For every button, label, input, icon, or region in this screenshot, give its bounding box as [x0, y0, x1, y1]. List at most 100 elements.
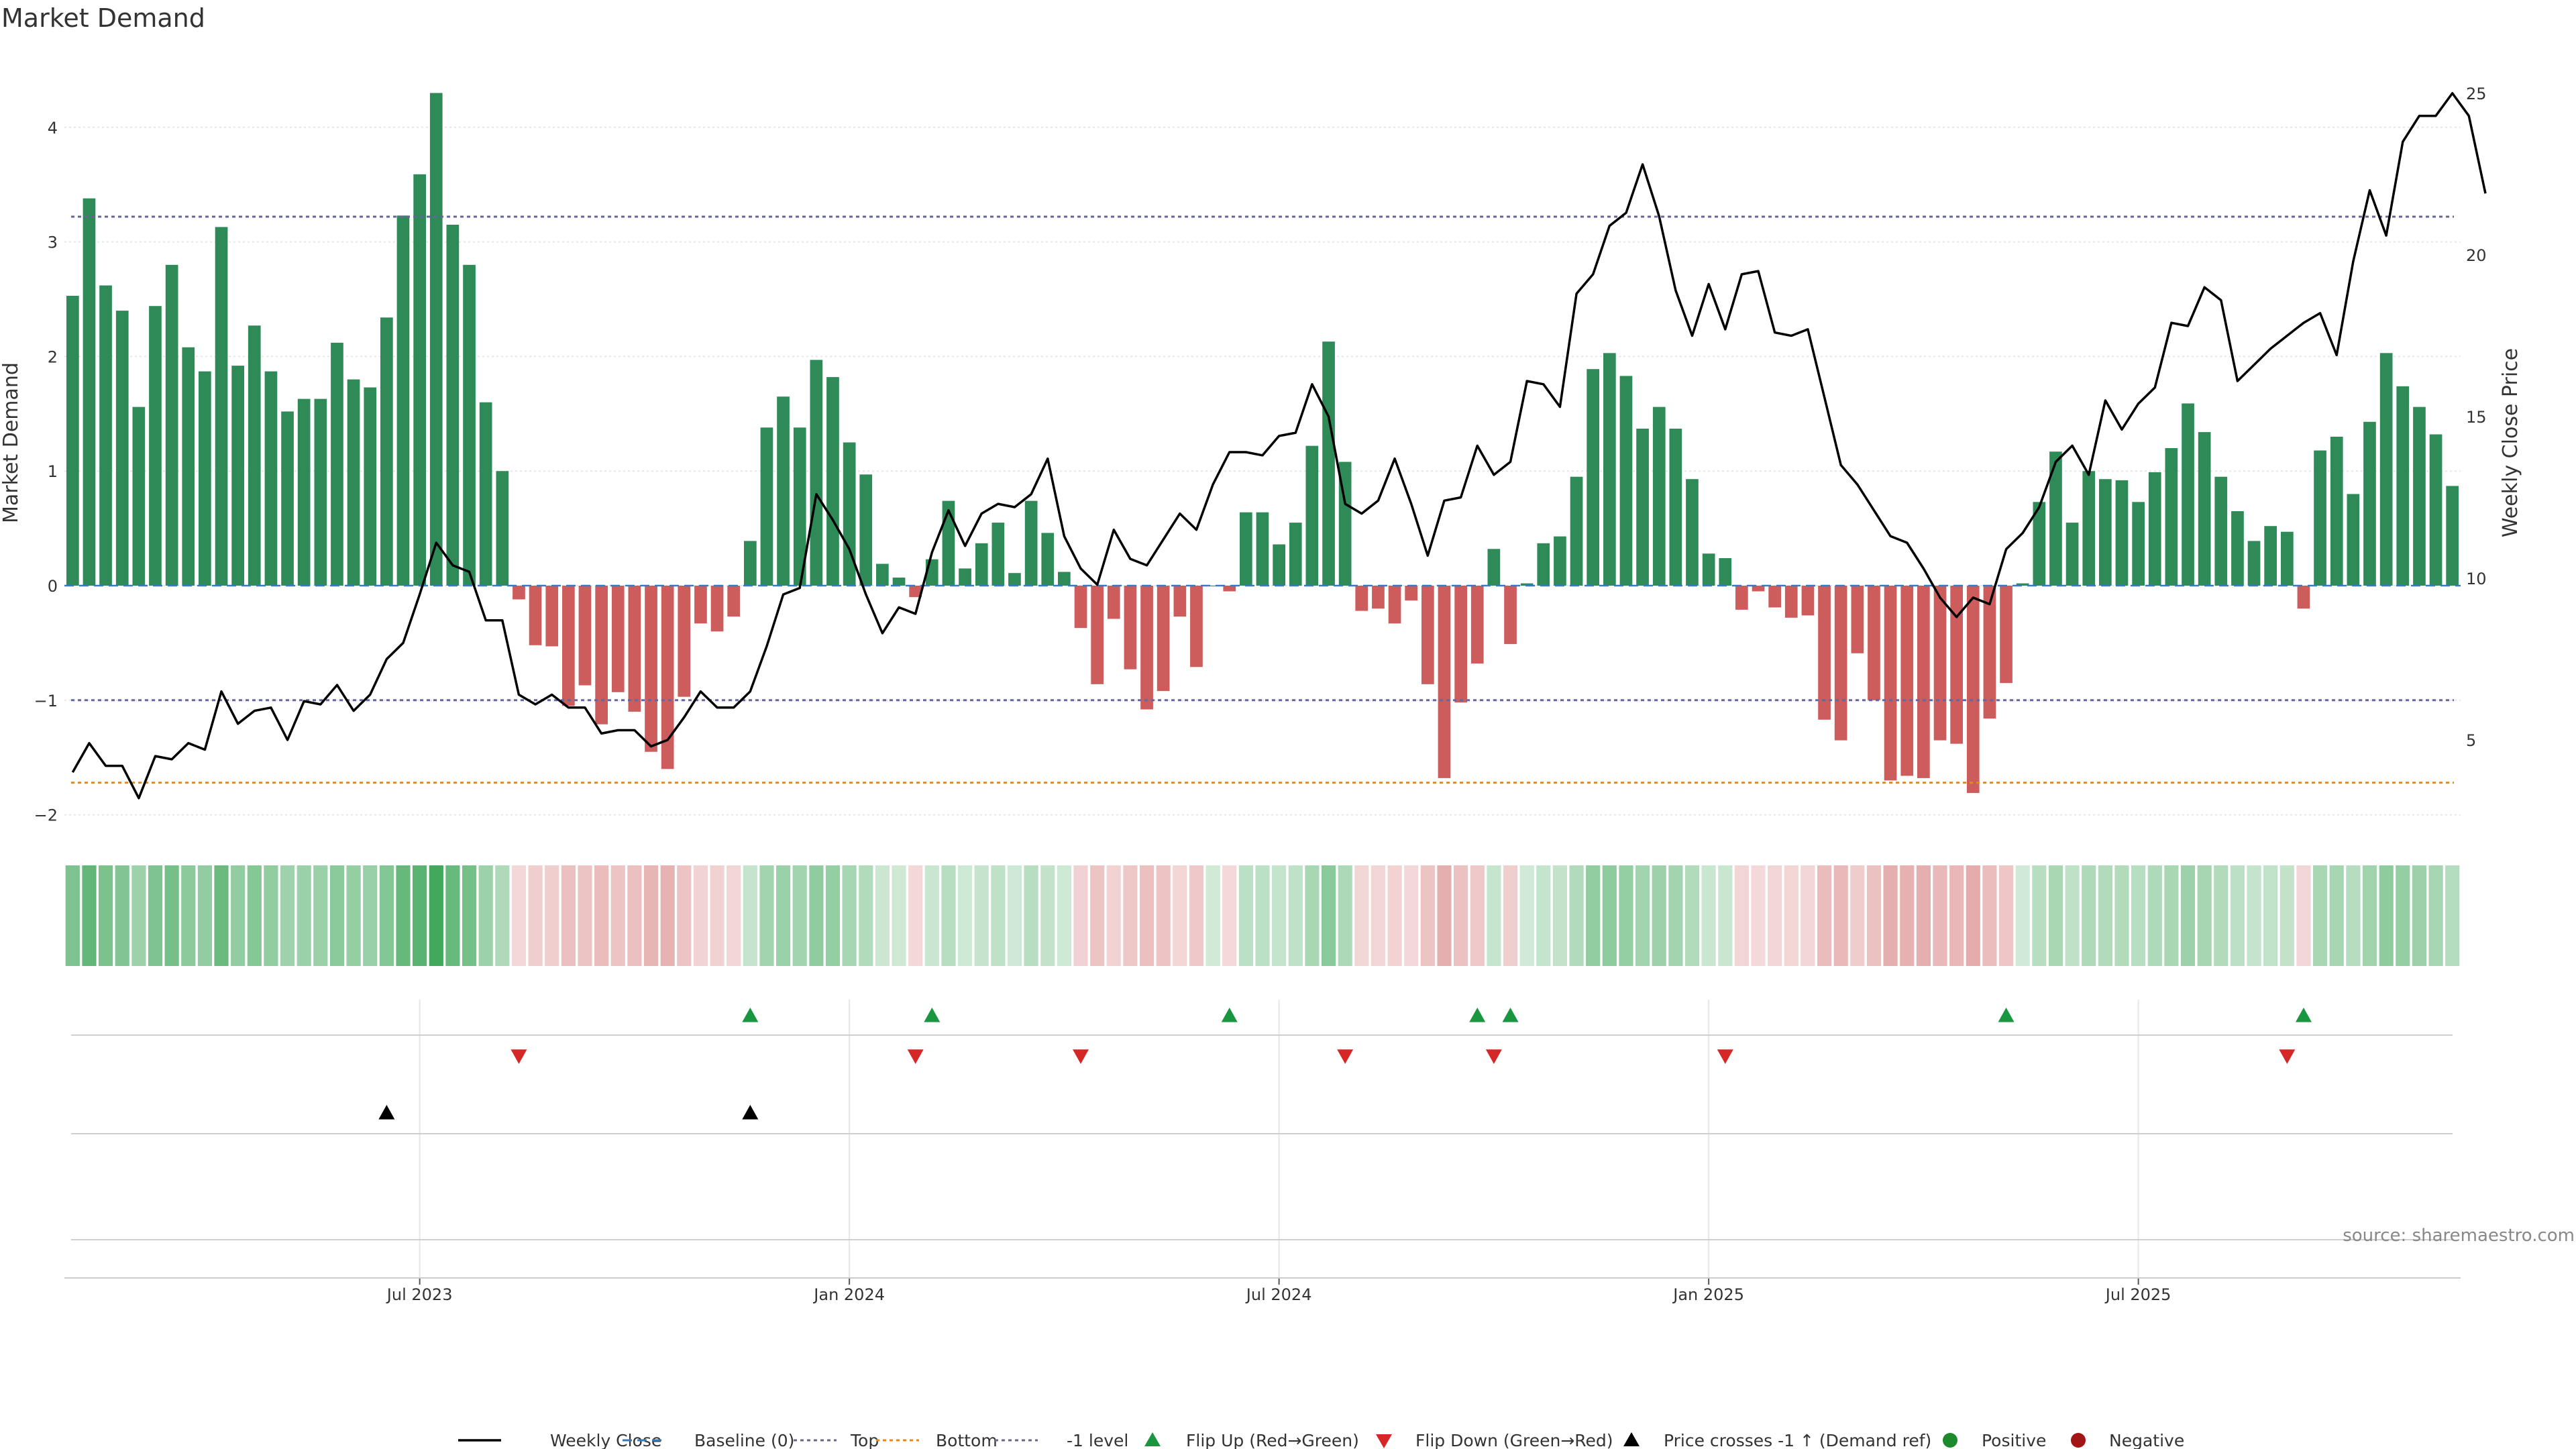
- demand-bar: [99, 285, 112, 586]
- demand-bar: [2000, 586, 2012, 684]
- heat-strip-cell: [2428, 865, 2443, 966]
- heat-strip-cell: [1916, 865, 1931, 966]
- demand-bar: [578, 586, 592, 686]
- demand-bar: [2347, 494, 2360, 586]
- demand-bar: [446, 225, 460, 586]
- y-right-tick-label: 20: [2466, 246, 2487, 265]
- heat-strip-cell: [1238, 865, 1253, 966]
- heat-strip-cell: [1933, 865, 1947, 966]
- heat-strip-cell: [2098, 865, 2112, 966]
- heat-strip-cell: [1189, 865, 1204, 966]
- demand-bar: [2065, 523, 2079, 586]
- legend-swatch-triangle-up: [1144, 1432, 1161, 1446]
- demand-bar: [1273, 544, 1285, 586]
- demand-bar: [380, 317, 393, 586]
- demand-bar: [1801, 586, 1815, 616]
- demand-bar: [2148, 472, 2161, 586]
- heat-strip-cell: [164, 865, 179, 966]
- demand-bar: [1438, 586, 1451, 778]
- heat-strip-cell: [429, 865, 443, 966]
- demand-bar: [1173, 586, 1187, 617]
- legend-item: Top: [794, 1431, 879, 1449]
- heat-strip-cell: [2329, 865, 2344, 966]
- y-axis-left-label: Market Demand: [0, 362, 23, 523]
- heat-strip-cell: [1106, 865, 1121, 966]
- legend-item: Price crosses -1 ↑ (Demand ref): [1623, 1431, 1931, 1449]
- heat-strip-cell: [1552, 865, 1567, 966]
- flip-up-marker: [1502, 1008, 1519, 1022]
- demand-bar: [2132, 502, 2145, 586]
- demand-bar: [2082, 471, 2096, 586]
- heat-strip-cell: [1883, 865, 1898, 966]
- legend-label: Negative: [2109, 1431, 2184, 1449]
- heat-strip-cell: [2296, 865, 2311, 966]
- heat-strip-cell: [2164, 865, 2179, 966]
- heat-strip-cell: [991, 865, 1006, 966]
- heat-strip-cell: [561, 865, 576, 966]
- demand-bar: [479, 402, 492, 586]
- y-right-tick-label: 5: [2466, 731, 2476, 750]
- demand-bar: [149, 306, 162, 586]
- demand-bar: [2214, 476, 2228, 586]
- y-left-tick-label: −1: [34, 692, 58, 710]
- heat-strip-cell: [197, 865, 212, 966]
- demand-bar: [645, 586, 657, 752]
- heat-strip-cell: [627, 865, 642, 966]
- demand-bar: [1851, 586, 1864, 653]
- heat-strip-cell: [2048, 865, 2063, 966]
- heat-strip-cell: [495, 865, 510, 966]
- demand-bar: [331, 342, 343, 586]
- heat-strip-cell: [329, 865, 345, 966]
- heat-strip-cell: [2131, 865, 2146, 966]
- demand-bar: [396, 215, 410, 586]
- demand-bar: [2314, 450, 2326, 586]
- demand-bar: [1619, 376, 1633, 586]
- heat-strip-cell: [677, 865, 692, 966]
- demand-bar: [1735, 586, 1748, 610]
- heat-strip-cell: [2247, 865, 2261, 966]
- heat-strip-cell: [1817, 865, 1832, 966]
- heat-strip-cell: [297, 865, 311, 966]
- heat-strip-cell: [1222, 865, 1237, 966]
- heat-strip-cell: [214, 865, 229, 966]
- y-left-tick-label: −2: [34, 806, 58, 825]
- heat-strip-cell: [1123, 865, 1138, 966]
- demand-bar: [2413, 407, 2426, 586]
- heat-strip-cell: [1900, 865, 1915, 966]
- y-axis-right-ticks: 25 20 15 10 5: [2466, 85, 2487, 750]
- heat-strip-cell: [1602, 865, 1617, 966]
- demand-bar: [1008, 573, 1021, 586]
- demand-bar: [182, 347, 195, 586]
- flip-up-marker: [2295, 1008, 2312, 1022]
- demand-bar: [2379, 353, 2393, 586]
- legend-label: Baseline (0): [694, 1431, 794, 1449]
- heat-strip-cell: [2362, 865, 2377, 966]
- heat-strip-cell: [1635, 865, 1650, 966]
- demand-bar: [545, 586, 559, 647]
- demand-bar: [264, 371, 278, 586]
- demand-bar: [1818, 586, 1831, 720]
- heat-strip-cell: [958, 865, 973, 966]
- demand-bar: [1669, 429, 1682, 586]
- heat-strip-cell: [974, 865, 989, 966]
- demand-bar: [66, 295, 79, 586]
- demand-bar: [1074, 586, 1087, 629]
- x-tick-label: Jul 2025: [2104, 1285, 2171, 1304]
- demand-bar: [2396, 386, 2410, 586]
- y-left-tick-label: 2: [48, 347, 58, 366]
- heat-strip-cell: [1866, 865, 1882, 966]
- demand-bar: [2198, 432, 2211, 586]
- heat-strip-cell: [1040, 865, 1055, 966]
- chart-title: Market Demand: [1, 3, 205, 33]
- heat-strip-cell: [792, 865, 807, 966]
- heat-strip-cell: [2114, 865, 2129, 966]
- heat-strip-cell: [727, 865, 741, 966]
- y-left-tick-label: 1: [48, 462, 58, 481]
- demand-bar: [1686, 479, 1699, 586]
- flip-down-marker: [1485, 1049, 1502, 1064]
- legend-item: Negative: [2071, 1431, 2184, 1449]
- heat-strip-cell: [313, 865, 328, 966]
- heat-strip-cell: [2412, 865, 2426, 966]
- demand-bar: [744, 541, 757, 586]
